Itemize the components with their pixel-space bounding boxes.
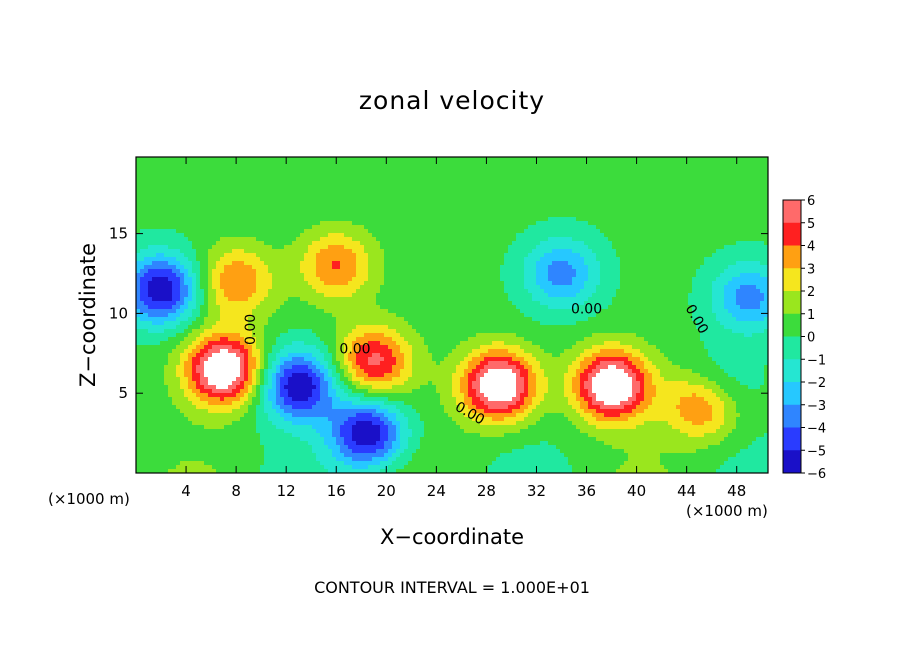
heatmap-cells [136,157,768,473]
colorbar-segment-3 [783,268,801,292]
x-axis-label: X−coordinate [380,525,524,549]
colorbar-segment-8 [783,382,801,406]
x-tick-label-48: 48 [727,482,746,500]
colorbar-label-11: −5 [807,444,826,459]
colorbar-label-6: 0 [807,331,815,346]
x-unit-right: (×1000 m) [686,502,768,520]
x-tick-label-12: 12 [277,482,296,500]
colorbar-segment-9 [783,404,801,428]
contour-interval-note: CONTOUR INTERVAL = 1.000E+01 [314,578,590,597]
colorbar-segment-10 [783,427,801,451]
colorbar-segment-5 [783,313,801,337]
colorbar-label-3: 3 [807,262,815,277]
colorbar-label-10: −4 [807,422,826,437]
x-tick-label-4: 4 [181,482,191,500]
colorbar-segment-0 [783,200,801,224]
colorbar-segment-1 [783,222,801,246]
colorbar-label-12: −6 [807,467,826,482]
colorbar-segment-11 [783,450,801,474]
contour-label-0: 0.00 [243,314,259,345]
y-tick-label-15: 15 [109,225,128,243]
colorbar-segment-4 [783,291,801,315]
colorbar-label-2: 4 [807,240,815,255]
x-tick-label-16: 16 [327,482,346,500]
colorbar-segment-6 [783,336,801,360]
x-tick-label-8: 8 [231,482,241,500]
plot-area: 0.000.000.000.000.00 [136,157,768,473]
colorbar-label-1: 5 [807,217,815,232]
x-tick-label-40: 40 [627,482,646,500]
plot-frame [135,156,769,474]
colorbar-label-4: 2 [807,285,815,300]
colorbar-segment-2 [783,245,801,269]
contour-label-2: 0.00 [571,301,602,317]
y-tick-label-10: 10 [109,304,128,322]
x-tick-label-20: 20 [377,482,396,500]
colorbar-segment-7 [783,359,801,383]
chart-title: zonal velocity [358,86,546,115]
x-tick-label-28: 28 [477,482,496,500]
colorbar-label-8: −2 [807,376,826,391]
x-unit-left: (×1000 m) [48,490,130,508]
colorbar: 6 5 4 3 2 1 0 −1 −2 −3 −4 −5 −6 [782,194,826,482]
x-tick-label-24: 24 [427,482,446,500]
contour-label-1: 0.00 [339,341,370,357]
colorbar-label-9: −3 [807,399,826,414]
colorbar-label-7: −1 [807,353,826,368]
y-tick-label-5: 5 [118,384,128,402]
colorbar-label-5: 1 [807,308,815,323]
x-tick-label-44: 44 [677,482,696,500]
x-tick-label-36: 36 [577,482,596,500]
colorbar-label-0: 6 [807,194,815,209]
x-tick-label-32: 32 [527,482,546,500]
